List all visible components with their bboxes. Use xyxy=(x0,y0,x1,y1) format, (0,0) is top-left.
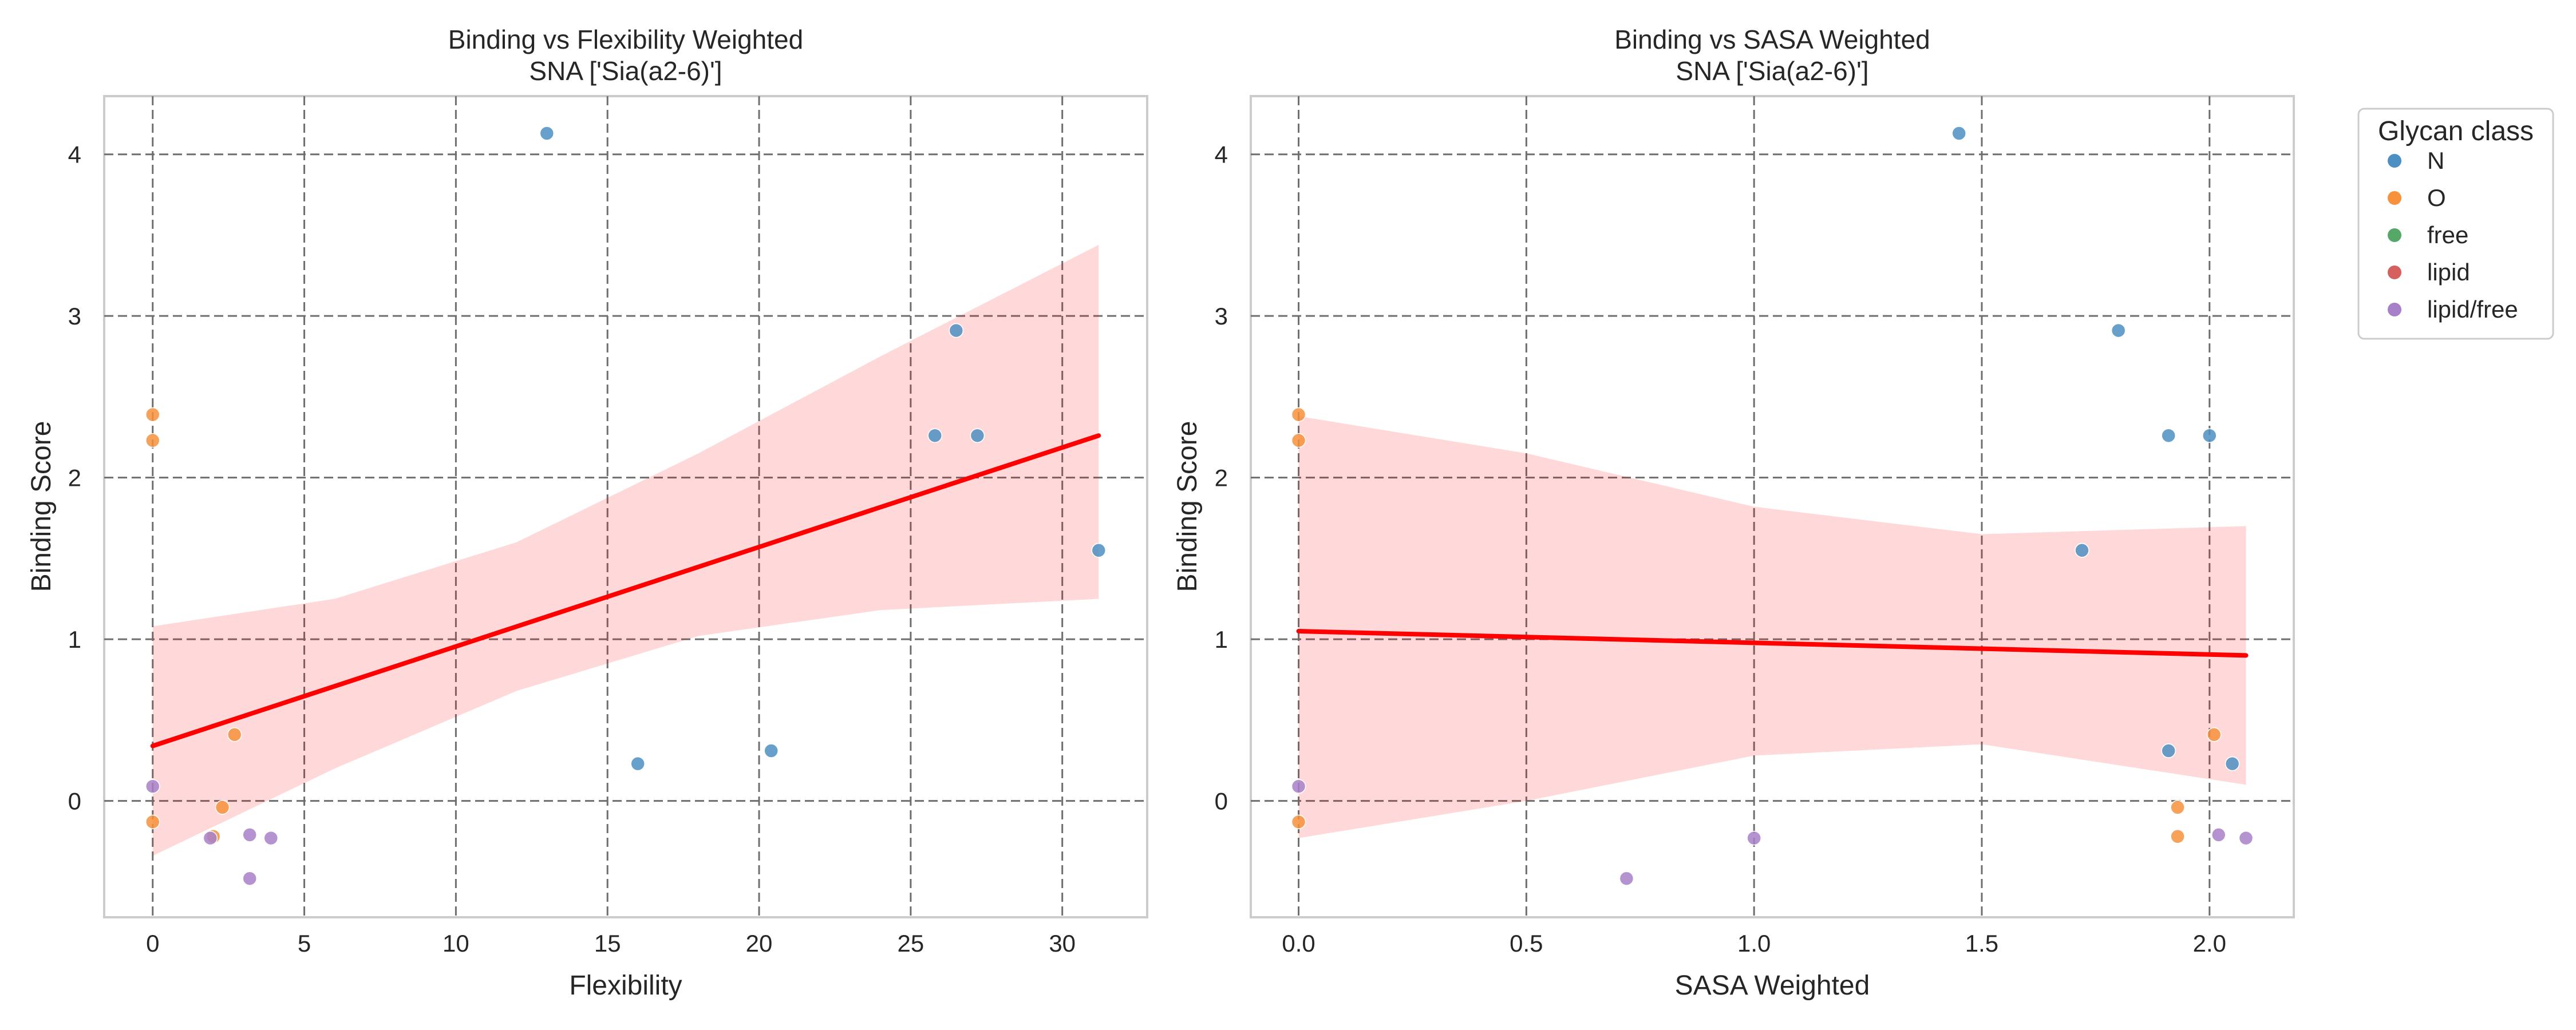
data-point-o xyxy=(145,407,160,422)
data-point-lipid-free xyxy=(2238,830,2254,846)
data-point-n xyxy=(949,323,964,338)
confidence-band xyxy=(1298,416,2246,838)
confidence-band-layer xyxy=(1298,416,2246,838)
x-tick-label: 1.0 xyxy=(1737,930,1771,957)
y-tick-labels: 0 1 2 3 4 xyxy=(1215,141,1228,815)
data-point-lipid-free xyxy=(242,827,257,842)
data-point-n xyxy=(2161,743,2176,758)
legend-label-lipid-free: lipid/free xyxy=(2427,296,2518,323)
y-tick-label: 0 xyxy=(1215,788,1228,815)
data-point-n xyxy=(2075,543,2089,558)
legend-marker-lipid-free xyxy=(2388,303,2401,316)
points-layer xyxy=(145,126,1107,886)
data-point-o xyxy=(1291,814,1306,830)
y-tick-label: 1 xyxy=(1215,626,1228,653)
data-point-lipid-free xyxy=(1291,779,1306,794)
regression-line xyxy=(1296,629,2249,658)
data-point-n xyxy=(1091,543,1107,558)
data-point-lipid-free xyxy=(1619,871,1634,886)
data-point-o xyxy=(145,433,160,448)
data-point-n xyxy=(764,743,779,758)
data-point-lipid-free xyxy=(242,871,257,886)
plot-area-frame xyxy=(1250,95,2295,918)
legend-title: Glycan class xyxy=(2378,116,2534,146)
legend-marker-n xyxy=(2388,154,2401,168)
data-point-n xyxy=(970,428,985,443)
chart-title: Binding vs SASA Weighted xyxy=(1614,25,1930,54)
grid-layer xyxy=(1251,96,2294,917)
legend-marker-o xyxy=(2388,191,2401,205)
data-point-lipid-free xyxy=(263,830,279,846)
legend-box xyxy=(2357,108,2554,340)
regression-line-layer xyxy=(1296,629,2249,658)
y-axis-label: Binding Score xyxy=(1172,421,1203,592)
x-tick-label: 0.0 xyxy=(1282,930,1315,957)
data-point-o xyxy=(215,800,230,815)
regression-line-layer xyxy=(150,433,1101,748)
y-tick-label: 4 xyxy=(1215,141,1228,168)
y-tick-label: 2 xyxy=(68,465,81,492)
points-layer xyxy=(1291,126,2254,886)
data-point-o xyxy=(227,727,242,742)
x-tick-label: 1.5 xyxy=(1965,930,1998,957)
x-tick-label: 0.5 xyxy=(1510,930,1543,957)
data-point-lipid-free xyxy=(145,779,160,794)
data-point-o xyxy=(2207,727,2222,742)
legend-label-free: free xyxy=(2427,221,2468,248)
y-tick-label: 3 xyxy=(68,303,81,330)
flexibility-scatter-panel: Binding vs Flexibility Weighted SNA ['Si… xyxy=(26,25,1148,1001)
x-tick-label: 0 xyxy=(146,930,159,957)
chart-subtitle: SNA ['Sia(a2-6)'] xyxy=(1676,56,1868,86)
regression-line xyxy=(150,433,1101,748)
y-tick-labels: 0 1 2 3 4 xyxy=(68,141,81,815)
x-tick-label: 2.0 xyxy=(2193,930,2226,957)
y-tick-label: 1 xyxy=(68,626,81,653)
sasa-scatter-panel: Binding vs SASA Weighted SNA ['Sia(a2-6)… xyxy=(1172,25,2295,1001)
data-point-lipid-free xyxy=(203,830,218,846)
x-axis-label: Flexibility xyxy=(569,970,682,1001)
x-tick-label: 10 xyxy=(442,930,469,957)
data-point-n xyxy=(2161,428,2176,443)
x-axis-label: SASA Weighted xyxy=(1675,970,1870,1001)
legend-label-lipid: lipid xyxy=(2427,259,2470,286)
data-point-n xyxy=(2202,428,2217,443)
x-tick-label: 30 xyxy=(1049,930,1076,957)
plot-area-frame xyxy=(103,95,1148,918)
data-point-o xyxy=(1291,407,1306,422)
data-point-n xyxy=(630,756,645,771)
data-point-lipid-free xyxy=(2211,827,2226,842)
legend-marker-free xyxy=(2388,228,2401,242)
data-point-n xyxy=(2225,756,2240,771)
data-point-n xyxy=(539,126,555,141)
y-axis-label: Binding Score xyxy=(26,421,57,592)
x-tick-labels: 0.0 0.5 1.0 1.5 2.0 xyxy=(1282,930,2226,957)
y-tick-label: 4 xyxy=(68,141,81,168)
confidence-band xyxy=(152,244,1099,856)
data-point-o xyxy=(1291,433,1306,448)
y-tick-label: 3 xyxy=(1215,303,1228,330)
confidence-band-layer xyxy=(152,244,1099,856)
y-tick-label: 2 xyxy=(1215,465,1228,492)
data-point-n xyxy=(927,428,942,443)
x-tick-label: 20 xyxy=(746,930,773,957)
data-point-n xyxy=(1951,126,1966,141)
legend-label-o: O xyxy=(2427,184,2446,211)
x-tick-label: 15 xyxy=(594,930,621,957)
x-tick-label: 5 xyxy=(298,930,311,957)
data-point-o xyxy=(2170,800,2185,815)
chart-subtitle: SNA ['Sia(a2-6)'] xyxy=(529,56,722,86)
data-point-lipid-free xyxy=(1747,830,1761,846)
data-point-o xyxy=(2170,829,2185,844)
legend-label-n: N xyxy=(2427,147,2444,174)
y-tick-label: 0 xyxy=(68,788,81,815)
data-point-o xyxy=(145,814,160,830)
data-point-n xyxy=(2111,323,2126,338)
legend-marker-lipid xyxy=(2388,266,2401,279)
x-tick-labels: 0 5 10 15 20 25 30 xyxy=(146,930,1076,957)
x-tick-label: 25 xyxy=(898,930,924,957)
chart-title: Binding vs Flexibility Weighted xyxy=(448,25,803,54)
